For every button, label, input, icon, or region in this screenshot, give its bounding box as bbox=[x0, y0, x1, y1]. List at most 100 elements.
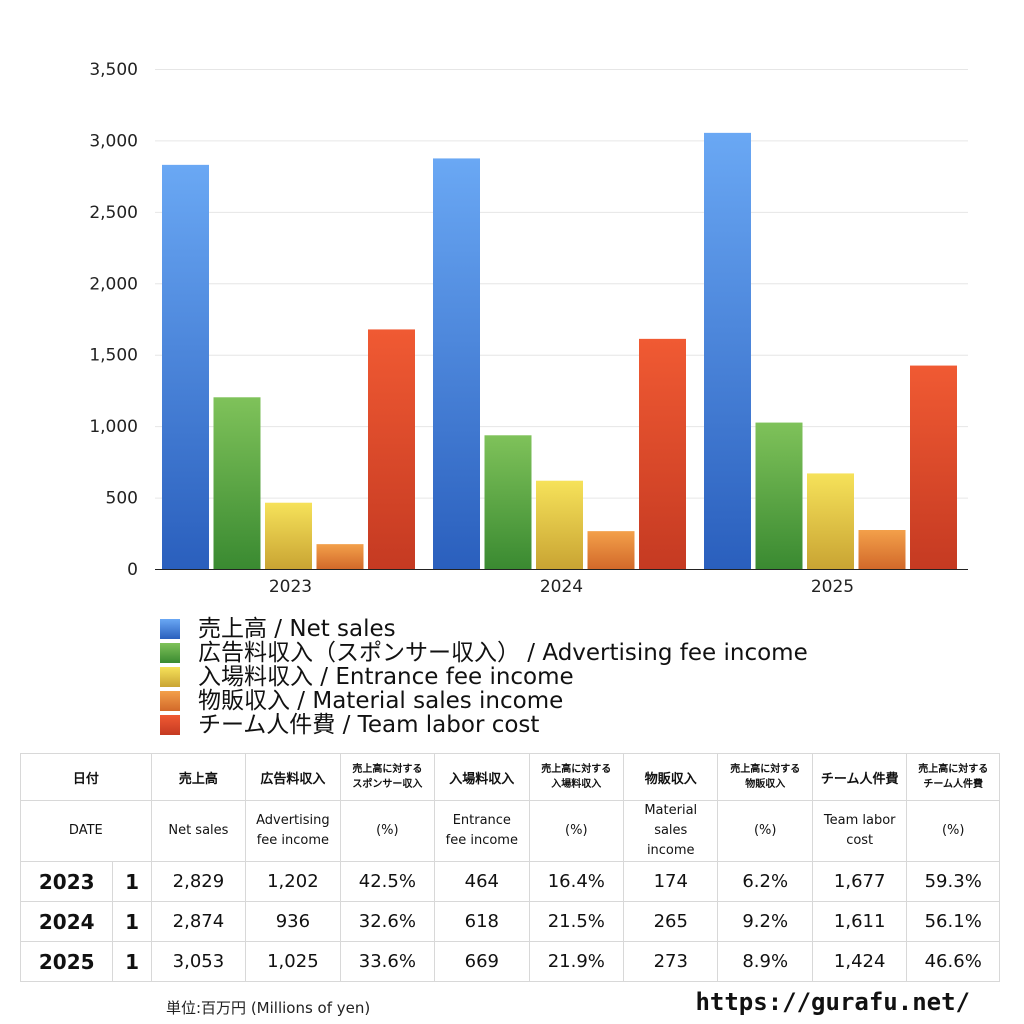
cell-material: 273 bbox=[623, 941, 719, 982]
cell-month: 1 bbox=[112, 941, 152, 982]
bar-material-2025 bbox=[858, 530, 906, 569]
header-material-pct-en: (%) bbox=[717, 800, 813, 862]
x-tick-label: 2024 bbox=[540, 577, 583, 597]
cell-material-pct: 6.2% bbox=[717, 861, 813, 902]
cell-labor: 1,677 bbox=[811, 861, 908, 902]
header-entrance-en: Entrance fee income bbox=[434, 800, 530, 862]
y-tick-label: 3,000 bbox=[89, 131, 138, 151]
header-entrance-jp: 入場料収入 bbox=[434, 753, 530, 801]
bar-material-2024 bbox=[587, 531, 635, 569]
data-table: 日付 売上高 広告料収入 売上高に対する スポンサー収入 入場料収入 売上高に対… bbox=[19, 753, 1000, 982]
table-header-jp: 日付 売上高 広告料収入 売上高に対する スポンサー収入 入場料収入 売上高に対… bbox=[20, 753, 1000, 801]
bar-entrance-2025 bbox=[807, 473, 854, 569]
bar-advertising-2024 bbox=[484, 435, 532, 569]
cell-material-pct: 9.2% bbox=[717, 901, 813, 942]
legend-label: 物販収入 / Material sales income bbox=[198, 688, 564, 714]
cell-advertising: 1,202 bbox=[245, 861, 341, 902]
bar-net-sales-2024 bbox=[433, 158, 480, 569]
legend-swatch-net-sales bbox=[160, 619, 180, 639]
cell-labor-pct: 56.1% bbox=[906, 901, 1000, 942]
header-net-sales-jp: 売上高 bbox=[150, 753, 247, 801]
cell-entrance-pct: 21.9% bbox=[528, 941, 625, 982]
cell-advertising-pct: 32.6% bbox=[339, 901, 436, 942]
chart-legend: 売上高 / Net sales 広告料収入（スポンサー収入） / Adverti… bbox=[160, 617, 808, 737]
cell-advertising: 936 bbox=[245, 901, 341, 942]
bar-advertising-2023 bbox=[213, 397, 261, 569]
bar-labor-2024 bbox=[639, 338, 686, 569]
header-advertising-en: Advertising fee income bbox=[245, 800, 341, 862]
cell-entrance-pct: 21.5% bbox=[528, 901, 625, 942]
header-labor-en: Team labor cost bbox=[811, 800, 908, 862]
cell-month: 1 bbox=[112, 861, 152, 902]
legend-swatch-entrance bbox=[160, 667, 180, 687]
cell-material: 174 bbox=[623, 861, 719, 902]
header-advertising-pct-en: (%) bbox=[339, 800, 436, 862]
y-tick-label: 500 bbox=[106, 489, 138, 509]
header-labor-jp: チーム人件費 bbox=[811, 753, 908, 801]
bar-net-sales-2023 bbox=[162, 164, 209, 569]
legend-swatch-material bbox=[160, 691, 180, 711]
cell-entrance: 618 bbox=[434, 901, 530, 942]
header-date-jp: 日付 bbox=[20, 753, 152, 801]
cell-year: 2024 bbox=[19, 901, 114, 942]
cell-advertising-pct: 42.5% bbox=[339, 861, 436, 902]
y-tick-label: 0 bbox=[127, 560, 138, 580]
cell-entrance-pct: 16.4% bbox=[528, 861, 625, 902]
legend-swatch-advertising bbox=[160, 643, 180, 663]
y-tick-label: 2,500 bbox=[89, 203, 138, 223]
unit-note: 単位:百万円 (Millions of yen) bbox=[166, 999, 371, 1017]
y-tick-label: 2,000 bbox=[89, 274, 138, 294]
table-row: 2024 1 2,874 936 32.6% 618 21.5% 265 9.2… bbox=[19, 901, 1000, 942]
header-labor-pct-en: (%) bbox=[906, 800, 1000, 862]
header-date-en: DATE bbox=[20, 800, 152, 862]
bar-entrance-2024 bbox=[536, 480, 583, 569]
legend-item-net-sales: 売上高 / Net sales bbox=[160, 617, 808, 641]
table-header-en: DATE Net sales Advertising fee income (%… bbox=[20, 800, 1000, 862]
header-entrance-pct-en: (%) bbox=[528, 800, 625, 862]
cell-labor: 1,424 bbox=[811, 941, 908, 982]
header-material-jp: 物販収入 bbox=[623, 753, 719, 801]
legend-label: 広告料収入（スポンサー収入） / Advertising fee income bbox=[198, 640, 808, 666]
y-tick-label: 1,000 bbox=[89, 417, 138, 437]
header-advertising-pct-jp: 売上高に対する スポンサー収入 bbox=[339, 753, 436, 801]
cell-advertising: 1,025 bbox=[245, 941, 341, 982]
cell-entrance: 669 bbox=[434, 941, 530, 982]
legend-item-entrance: 入場料収入 / Entrance fee income bbox=[160, 665, 808, 689]
y-tick-label: 1,500 bbox=[89, 346, 138, 366]
table-row: 2023 1 2,829 1,202 42.5% 464 16.4% 174 6… bbox=[19, 861, 1000, 902]
bar-advertising-2025 bbox=[755, 422, 803, 569]
cell-labor-pct: 59.3% bbox=[906, 861, 1000, 902]
legend-item-advertising: 広告料収入（スポンサー収入） / Advertising fee income bbox=[160, 641, 808, 665]
table-row: 2025 1 3,053 1,025 33.6% 669 21.9% 273 8… bbox=[19, 941, 1000, 982]
cell-net-sales: 3,053 bbox=[150, 941, 247, 982]
cell-year: 2023 bbox=[19, 861, 114, 902]
bar-entrance-2023 bbox=[265, 502, 312, 569]
header-entrance-pct-jp: 売上高に対する 入場料収入 bbox=[528, 753, 625, 801]
bar-chart: 0 500 1,000 1,500 2,000 2,500 3,000 3,500 2023 2… bbox=[89, 60, 968, 597]
y-tick-label: 3,500 bbox=[89, 60, 138, 80]
cell-labor-pct: 46.6% bbox=[906, 941, 1000, 982]
header-advertising-jp: 広告料収入 bbox=[245, 753, 341, 801]
cell-net-sales: 2,829 bbox=[150, 861, 247, 902]
cell-material-pct: 8.9% bbox=[717, 941, 813, 982]
site-url: https://gurafu.net/ bbox=[695, 988, 970, 1016]
legend-item-labor: チーム人件費 / Team labor cost bbox=[160, 713, 808, 737]
header-material-en: Material sales income bbox=[623, 800, 719, 862]
legend-label: チーム人件費 / Team labor cost bbox=[198, 712, 540, 738]
legend-label: 入場料収入 / Entrance fee income bbox=[198, 664, 574, 690]
bar-labor-2023 bbox=[368, 329, 415, 569]
header-material-pct-jp: 売上高に対する 物販収入 bbox=[717, 753, 813, 801]
header-labor-pct-jp: 売上高に対する チーム人件費 bbox=[906, 753, 1000, 801]
cell-entrance: 464 bbox=[434, 861, 530, 902]
cell-year: 2025 bbox=[19, 941, 114, 982]
x-tick-label: 2023 bbox=[269, 577, 312, 597]
cell-month: 1 bbox=[112, 901, 152, 942]
cell-labor: 1,611 bbox=[811, 901, 908, 942]
legend-swatch-labor bbox=[160, 715, 180, 735]
legend-label: 売上高 / Net sales bbox=[198, 616, 396, 642]
cell-advertising-pct: 33.6% bbox=[339, 941, 436, 982]
cell-material: 265 bbox=[623, 901, 719, 942]
bar-labor-2025 bbox=[910, 365, 957, 569]
bar-material-2023 bbox=[316, 544, 364, 569]
bar-net-sales-2025 bbox=[704, 132, 751, 569]
